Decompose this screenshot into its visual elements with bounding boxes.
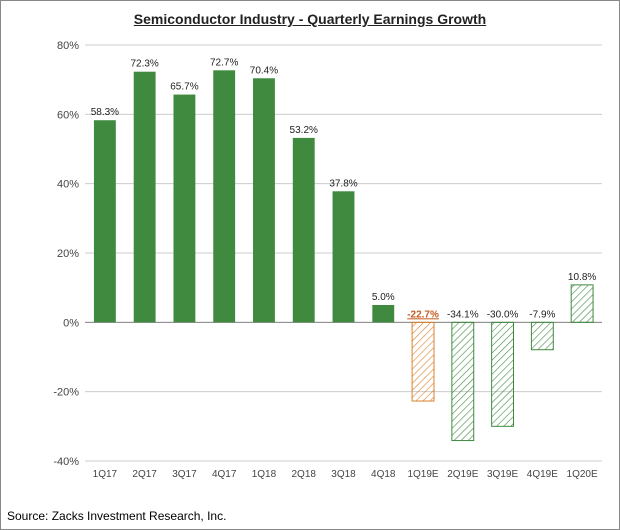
chart-svg: -40% -20% 0% 20% 40% 60% 80% 58.3% 72.3% 65.7% 72.… [51,37,606,487]
x-tick-label: 2Q19E [447,469,478,480]
bar-value-label: 58.3% [91,107,119,118]
x-tick-label: 3Q17 [172,469,197,480]
x-tick-label: 4Q17 [212,469,237,480]
bar-value-label: -7.9% [529,309,555,320]
bar [333,191,355,322]
bar [293,138,315,322]
bar-value-label: 70.4% [250,65,278,76]
y-tick-label: -40% [53,456,79,468]
x-tick-label: 1Q18 [252,469,277,480]
x-tick-label: 2Q17 [132,469,157,480]
x-tick-label: 3Q19E [487,469,518,480]
bar [571,285,593,322]
y-tick-label: 60% [57,109,79,121]
bar-value-label: 37.8% [329,178,357,189]
bar [452,322,474,440]
bar-value-label: 10.8% [568,272,596,283]
bar-value-label: 72.3% [130,59,158,70]
x-tick-label: 4Q18 [371,469,396,480]
bar-value-label: -22.7% [407,309,439,320]
source-attribution: Source: Zacks Investment Research, Inc. [7,509,226,523]
x-tick-label: 1Q20E [567,469,598,480]
x-tick-label: 4Q19E [527,469,558,480]
bar [134,72,156,323]
bar [253,78,275,322]
bar-value-label: 65.7% [170,82,198,93]
bar [94,120,116,322]
chart-title: Semiconductor Industry - Quarterly Earni… [1,11,619,27]
x-tick-label: 2Q18 [291,469,316,480]
bar-value-label: -34.1% [447,309,479,320]
bars-group [94,70,593,440]
x-tick-label: 1Q19E [407,469,438,480]
y-tick-label: 0% [63,317,79,329]
bar [173,95,195,323]
bar [412,322,434,401]
y-tick-label: -20% [53,387,79,399]
y-tick-label: 40% [57,179,79,191]
x-axis-labels: 1Q17 2Q17 3Q17 4Q17 1Q18 2Q18 3Q18 4Q18 1Q19E 2Q1… [93,469,598,480]
bar [372,305,394,322]
y-tick-label: 80% [57,40,79,52]
bar [213,70,235,322]
bar-value-label: 72.7% [210,57,238,68]
y-tick-label: 20% [57,248,79,260]
bar-value-label: 53.2% [290,125,318,136]
x-tick-label: 3Q18 [331,469,356,480]
chart-frame: Semiconductor Industry - Quarterly Earni… [0,0,620,530]
x-tick-label: 1Q17 [93,469,118,480]
chart-plot-area: -40% -20% 0% 20% 40% 60% 80% 58.3% 72.3% 65.7% 72.… [51,37,606,487]
bar-value-label: -30.0% [487,309,519,320]
bar-value-label: 5.0% [372,292,395,303]
bar [492,322,514,426]
bar [531,322,553,349]
